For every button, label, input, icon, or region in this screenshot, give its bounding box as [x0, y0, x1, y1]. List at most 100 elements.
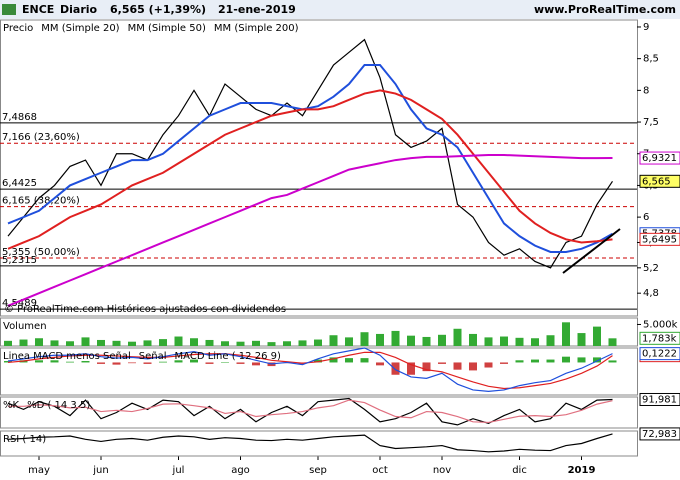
bar [205, 339, 214, 346]
date: 21-ene-2019 [218, 3, 296, 16]
bar [345, 358, 353, 363]
last-value-label: 0,1222 [642, 349, 677, 360]
bar [35, 360, 43, 363]
bar [159, 339, 167, 346]
bar [469, 362, 477, 371]
bar [159, 361, 167, 363]
bar [267, 342, 276, 346]
bar [112, 340, 121, 346]
bar [531, 338, 539, 346]
last-value-box [639, 151, 680, 165]
bar [174, 360, 183, 363]
bar [35, 338, 43, 346]
bar [112, 362, 121, 365]
bar [4, 340, 12, 346]
level-label: 7,166 (23,60%) [2, 132, 80, 143]
bar [469, 333, 477, 346]
bar [500, 362, 508, 364]
legend-entry: Volumen [3, 321, 47, 332]
legend-entry: RSI ( 14) [3, 434, 46, 445]
legend-entry: Linea MACD menos Señal [3, 351, 131, 362]
last-value-label: 1,783k [642, 333, 677, 344]
bar [562, 356, 570, 363]
series-line [7, 433, 613, 453]
bar [205, 362, 214, 364]
bar [298, 340, 307, 346]
ticker: ENCE [22, 3, 54, 16]
bar [593, 357, 601, 363]
last-value-label: 6,565 [642, 176, 671, 187]
bar [453, 328, 462, 346]
bar [422, 362, 431, 372]
bar [438, 334, 446, 346]
level-label: 5,2315 [2, 255, 37, 266]
bar [128, 341, 136, 346]
bar [143, 340, 152, 346]
legend-entry: %D ( 14 3 5) [27, 400, 90, 411]
period: Diario [60, 3, 98, 16]
bar [252, 340, 260, 346]
bar [174, 336, 183, 346]
bar [360, 358, 369, 363]
bar [66, 361, 74, 363]
bar [608, 360, 617, 363]
last-value-box [639, 347, 680, 361]
bar [143, 362, 152, 364]
bar [81, 337, 90, 346]
bar [515, 360, 524, 363]
legend-entry: %K [3, 400, 20, 411]
bar [236, 362, 245, 364]
bar [314, 339, 322, 346]
bar [19, 339, 28, 346]
bar [546, 335, 555, 346]
y-tick-label: 5,2 [643, 263, 659, 274]
level-label: 5,355 (50,00%) [2, 247, 80, 258]
bar [484, 362, 493, 368]
bar [329, 357, 338, 363]
trend-line [562, 228, 621, 274]
bar [345, 337, 353, 346]
bar [97, 339, 105, 346]
header-bar [0, 0, 680, 19]
x-tick-label: oct [372, 465, 388, 476]
legend-entry: MM (Simple 200) [214, 23, 299, 34]
bar [221, 362, 229, 363]
price: 6,565 (+1,39%) [110, 3, 206, 16]
x-tick-label: may [28, 465, 50, 476]
watermark: © ProRealTime.com Históricos ajustados c… [4, 303, 286, 315]
level-label: 6,165 (38,20%) [2, 196, 80, 207]
last-value-label: 72,983 [642, 429, 677, 440]
bar [376, 362, 384, 366]
panel-frame [0, 19, 638, 317]
bar [50, 360, 59, 363]
bar [360, 332, 369, 346]
panel-frame [0, 396, 638, 429]
series-line [7, 64, 613, 253]
bar [438, 362, 446, 364]
bar [546, 359, 555, 363]
level-label: 6,4425 [2, 178, 37, 189]
bar [81, 361, 90, 363]
last-value-label: 6,9321 [642, 153, 677, 164]
last-value-label: 91,981 [642, 394, 677, 405]
header-icon [2, 4, 16, 15]
bar [221, 341, 229, 346]
series-line [7, 154, 613, 307]
x-tick-label: dic [512, 465, 527, 476]
x-tick-label: 2019 [568, 465, 596, 476]
bar [453, 362, 462, 370]
y-tick-label: 6 [643, 212, 649, 223]
bar [407, 362, 415, 375]
last-value-label: 5,6495 [642, 234, 677, 245]
y-tick-label: 9 [643, 22, 649, 33]
x-tick-label: jun [92, 465, 108, 476]
bar [376, 333, 384, 346]
bar [484, 337, 493, 346]
y-tick-label: 5.000k [643, 319, 678, 330]
bar [515, 337, 524, 346]
bar [283, 341, 291, 346]
level-label: 7,4868 [2, 112, 37, 123]
last-value-box [639, 232, 680, 246]
series-line [7, 397, 613, 426]
